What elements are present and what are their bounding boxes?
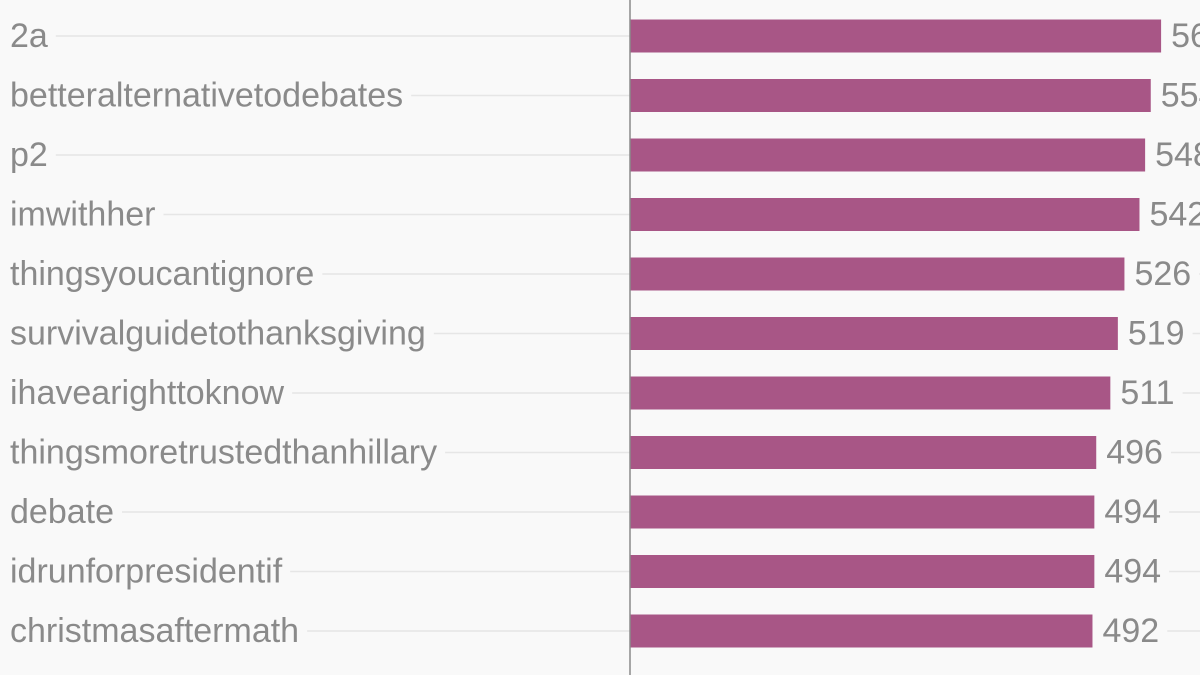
category-label: debate [10, 493, 114, 531]
value-label: 496 [1106, 434, 1163, 472]
category-label: christmasaftermath [10, 612, 299, 650]
value-label: 526 [1134, 255, 1191, 293]
value-label: 492 [1102, 612, 1159, 650]
bar [630, 376, 1111, 410]
category-label: betteralternativetodebates [10, 77, 403, 115]
category-label: idrunforpresidentif [10, 553, 283, 591]
bar [630, 19, 1162, 53]
bar [630, 79, 1151, 112]
value-label: 548 [1155, 136, 1200, 174]
value-label: 554 [1161, 77, 1200, 115]
value-label: 565 [1171, 17, 1200, 55]
grid-layer [55, 35, 1200, 632]
bar [630, 198, 1140, 231]
value-label: 542 [1149, 196, 1200, 234]
bar [630, 138, 1146, 172]
value-label: 519 [1128, 315, 1185, 353]
bar [630, 257, 1125, 291]
bar [630, 436, 1097, 469]
value-label: 494 [1104, 493, 1161, 531]
bar-layer [630, 19, 1162, 648]
value-label: 494 [1104, 553, 1161, 591]
bar [630, 317, 1118, 350]
value-label: 511 [1120, 374, 1174, 412]
bar [630, 555, 1095, 588]
category-label: imwithher [10, 196, 155, 234]
category-label: ihavearighttoknow [10, 374, 285, 412]
category-label: thingsmoretrustedthanhillary [10, 434, 437, 472]
category-label: 2a [10, 17, 48, 55]
bar [630, 495, 1095, 529]
category-label: survivalguidetothanksgiving [10, 315, 426, 353]
bar [630, 614, 1093, 648]
category-label: p2 [10, 136, 48, 174]
label-layer: 2a 565 betteralternativetodebates 554 p2 548 i… [10, 17, 1200, 650]
category-label: thingsyoucantignore [10, 255, 314, 293]
